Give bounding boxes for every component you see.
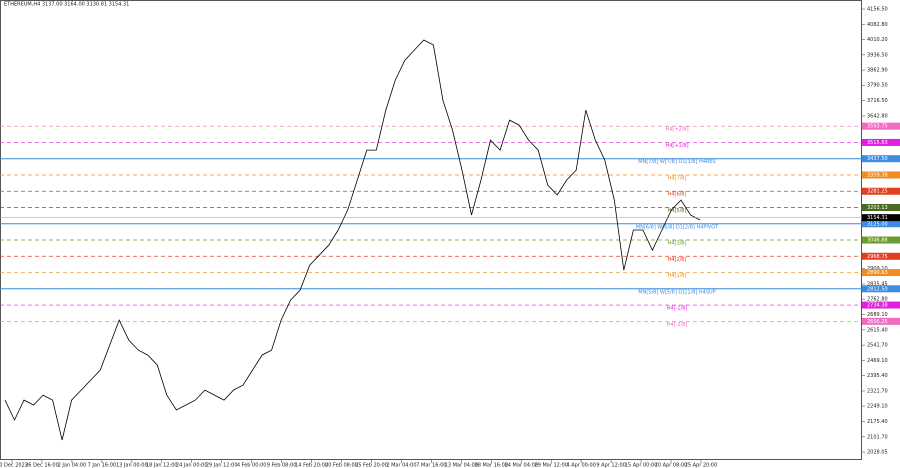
x-tick-label: 18 Mar 16:00 — [475, 463, 508, 468]
level-name: H4[+1/8] — [665, 143, 688, 149]
level-name: H4[3/8] — [668, 241, 687, 247]
x-tick-label: 25 Feb 20:00 — [355, 463, 388, 468]
y-tick-label: 2321.70 — [867, 388, 888, 394]
level-price-label: 2890.63 — [867, 270, 888, 276]
level-price-box — [862, 187, 900, 195]
x-tick-label: 29 Mar 12:00 — [535, 463, 568, 468]
level-name: H4[-1/8] — [667, 306, 688, 312]
current-price-label: 3154.31 — [867, 215, 888, 221]
price-line — [4, 39, 701, 441]
level-price-label: 3437.50 — [867, 156, 888, 162]
x-tick-label: 13 Mar 04:00 — [445, 463, 478, 468]
y-tick-label: 3790.50 — [867, 83, 888, 89]
y-tick-label: 4082.80 — [867, 22, 888, 28]
x-tick-label: 4 Apr 00:00 — [566, 463, 595, 468]
level-name: MN[6/8] W[6/8] D1[2/8] H4PIVOT — [636, 224, 719, 230]
level-price-box — [862, 236, 900, 244]
x-tick-label: 13 Jan 00:00 — [116, 463, 148, 468]
y-tick-label: 3936.50 — [867, 52, 888, 58]
level-price-box — [862, 252, 900, 260]
x-tick-label: 26 Dec 16:00 — [25, 463, 59, 468]
x-tick-label: 2 Mar 04:00 — [386, 463, 416, 468]
level-price-label: 3203.13 — [867, 205, 888, 211]
level-price-box — [862, 155, 900, 163]
x-tick-label: 20 Apr 08:00 — [655, 463, 688, 468]
y-tick-label: 4010.20 — [867, 37, 888, 43]
x-tick-label: 29 Jan 12:00 — [206, 463, 238, 468]
chart-title: ETHEREUM,H4 3137.00 3164.00 3130.81 3154… — [4, 2, 129, 8]
x-tick-label: 24 Mar 04:00 — [505, 463, 538, 468]
level-name: H4[6/8] — [668, 192, 687, 198]
level-price-label: 3046.88 — [867, 238, 888, 244]
level-price-label: 3125.00 — [867, 221, 888, 227]
x-tick-label: 20 Feb 08:00 — [325, 463, 358, 468]
level-price-label: 2656.25 — [867, 319, 888, 325]
y-tick-label: 2615.40 — [867, 327, 888, 333]
x-tick-label: 2 Jan 04:00 — [58, 463, 86, 468]
level-price-label: 3359.38 — [867, 172, 888, 178]
x-tick-label: 18 Jan 12:00 — [146, 463, 178, 468]
level-price-box — [862, 203, 900, 211]
y-tick-label: 2835.45 — [867, 282, 888, 288]
level-price-label: 3515.63 — [867, 140, 888, 146]
y-tick-label: 3716.50 — [867, 98, 888, 104]
level-price-box — [862, 220, 900, 228]
level-price-box — [862, 301, 900, 309]
y-tick-label: 2541.70 — [867, 343, 888, 349]
y-tick-label: 4156.50 — [867, 7, 888, 13]
plot-frame — [0, 0, 862, 460]
y-tick-label: 2395.40 — [867, 373, 888, 379]
level-price-box — [862, 317, 900, 325]
level-price-box — [862, 269, 900, 277]
level-price-box — [862, 285, 900, 293]
level-price-box — [862, 122, 900, 130]
level-name: H4[2/8] — [668, 257, 687, 263]
y-tick-label: 2249.10 — [867, 404, 888, 410]
x-tick-label: 15 Apr 00:00 — [625, 463, 658, 468]
level-name: H4[+2/8] — [665, 127, 688, 133]
level-name: H4[-2/8] — [667, 322, 688, 328]
current-price-box — [862, 214, 900, 222]
x-tick-label: 25 Apr 20:00 — [685, 463, 718, 468]
level-price-label: 2812.50 — [867, 286, 888, 292]
level-name: H4[7/8] — [668, 175, 687, 181]
x-tick-label: 9 Apr 12:00 — [596, 463, 625, 468]
y-tick-label: 2689.10 — [867, 312, 888, 318]
level-price-label: 2968.75 — [867, 254, 888, 260]
level-price-box — [862, 171, 900, 179]
x-tick-label: 24 Jan 00:00 — [176, 463, 208, 468]
level-name: H4[1/8] — [668, 273, 687, 279]
level-price-label: 3281.25 — [867, 189, 888, 195]
y-tick-label: 2101.70 — [867, 434, 888, 440]
level-name: MN[5/8] W[5/8] D1[1/8] H4SUP — [638, 289, 715, 295]
level-price-box — [862, 138, 900, 146]
y-tick-label: 2762.80 — [867, 297, 888, 303]
x-tick-label: 9 Feb 08:00 — [267, 463, 297, 468]
x-tick-label: 4 Feb 00:00 — [237, 463, 267, 468]
level-price-label: 3593.75 — [867, 124, 888, 130]
y-tick-label: 2028.05 — [867, 450, 888, 456]
x-tick-label: 7 Jan 16:00 — [88, 463, 116, 468]
y-tick-label: 2469.10 — [867, 358, 888, 364]
y-tick-label: 3642.80 — [867, 113, 888, 119]
y-tick-label: 3862.90 — [867, 68, 888, 74]
level-name: MN[7/8] W[7/8] D1[3/8] H4RES — [638, 159, 715, 165]
x-tick-label: 7 Mar 16:00 — [416, 463, 446, 468]
y-tick-label: 2175.40 — [867, 419, 888, 425]
x-tick-label: 14 Feb 20:00 — [295, 463, 328, 468]
x-tick-label: 20 Dec 2023 — [0, 463, 28, 468]
level-price-label: 2734.38 — [867, 303, 888, 309]
level-name: H4[5/8] — [668, 208, 687, 214]
